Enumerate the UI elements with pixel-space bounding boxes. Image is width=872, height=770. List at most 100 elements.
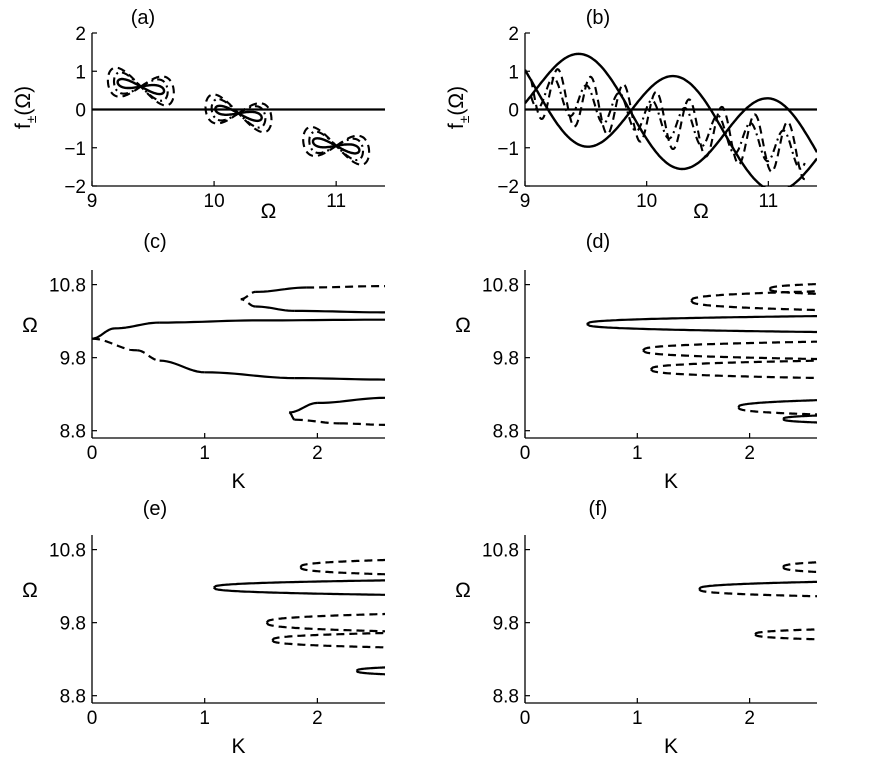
panel-title-a: (a) [131, 7, 155, 29]
curve-a-6 [204, 93, 273, 134]
branch-c-4 [317, 396, 385, 404]
branch-f-3-upper [754, 628, 817, 635]
y-tick-label-e: 10.8 [49, 541, 86, 562]
x-tick-label-e: 1 [199, 708, 210, 729]
branch-c-4 [339, 422, 385, 426]
x-axis-label-a: Ω [261, 200, 277, 223]
branch-f-2-upper [782, 561, 817, 568]
x-tick-label-a: 10 [204, 191, 225, 212]
panel-e: (e) 8.8 9.8 10.8 0 1 2 K Ω [22, 498, 385, 758]
branch-c-3 [255, 286, 307, 293]
x-tick-label-f: 0 [520, 708, 531, 729]
x-tick-label-d: 0 [520, 443, 531, 464]
branch-c-2 [92, 337, 138, 352]
branch-e-4-lower [271, 639, 385, 649]
curve-b-4 [530, 76, 806, 170]
branch-d-5-upper [737, 399, 817, 408]
panel-d: (d) 8.8 9.8 10.8 0 1 2 K Ω [455, 231, 817, 493]
branch-d-4-lower [650, 368, 817, 380]
x-axis-label-b: Ω [693, 200, 709, 223]
plot-area-d [586, 283, 817, 424]
x-tick-label-e: 0 [87, 708, 98, 729]
branch-c-2 [159, 359, 205, 374]
branch-c-2 [204, 371, 295, 380]
branch-e-3-lower [265, 621, 385, 633]
y-tick-label-f: 8.8 [493, 687, 519, 708]
branch-e-1-upper [213, 579, 385, 589]
branch-d-7-upper [782, 414, 817, 420]
y-tick-label-b: 0 [508, 101, 519, 122]
branch-c-4 [289, 401, 318, 414]
x-axis-label-f: K [664, 735, 678, 758]
x-tick-label-c: 2 [312, 443, 323, 464]
panel-title-b: (b) [586, 7, 610, 29]
panel-title-e: (e) [143, 498, 167, 520]
branch-d-3-lower [642, 349, 817, 361]
y-tick-label-a: 2 [75, 24, 86, 45]
branch-c-2 [136, 349, 160, 362]
x-tick-label-d: 2 [744, 443, 755, 464]
y-tick-label-a: 0 [75, 101, 86, 122]
y-tick-label-e: 8.8 [60, 687, 86, 708]
branch-c-3 [255, 305, 295, 312]
plot-area-f [698, 561, 817, 641]
y-tick-label-b: 2 [508, 24, 519, 45]
branch-f-1-upper [698, 580, 817, 590]
y-axis-label-b: f±(Ω) [445, 86, 472, 129]
branch-e-4-upper [271, 631, 385, 641]
x-tick-label-b: 9 [520, 191, 531, 212]
panel-title-d: (d) [586, 231, 610, 253]
branch-e-2-upper [299, 558, 385, 568]
y-axis-label-e: Ω [22, 579, 38, 602]
x-tick-label-f: 2 [744, 708, 755, 729]
branch-d-1-lower [586, 323, 817, 334]
panel-f: (f) 8.8 9.8 10.8 0 1 2 K Ω [455, 498, 817, 758]
branch-d-5-lower [737, 406, 817, 416]
y-tick-label-e: 9.8 [60, 614, 86, 635]
x-tick-label-a: 9 [87, 191, 98, 212]
branch-e-3-upper [265, 612, 385, 624]
x-axis-label-c: K [231, 470, 245, 493]
branch-c-3 [240, 290, 256, 301]
x-tick-label-a: 11 [326, 191, 346, 212]
branch-c-3 [306, 285, 385, 289]
branch-d-2-lower [690, 299, 817, 312]
y-axis-label-d: Ω [455, 314, 471, 337]
branch-d-6-upper [768, 283, 817, 290]
panel-title-f: (f) [589, 498, 608, 520]
y-tick-label-d: 8.8 [493, 422, 519, 443]
branch-c-1 [114, 321, 160, 330]
y-tick-label-c: 9.8 [60, 349, 86, 370]
y-tick-label-c: 8.8 [60, 422, 86, 443]
branch-d-3-upper [642, 340, 817, 352]
x-axis-label-e: K [231, 735, 245, 758]
panel-c: (c) 8.8 9.8 10.8 0 1 2 K Ω [22, 231, 385, 493]
branch-f-1-lower [698, 588, 817, 598]
x-tick-label-c: 0 [87, 443, 98, 464]
y-tick-label-f: 10.8 [482, 541, 519, 562]
y-tick-label-a: −1 [64, 139, 86, 160]
panel-a: (a) −2 −1 0 1 2 9 10 11 Ωf±(Ω) [12, 7, 385, 223]
y-tick-label-a: 1 [75, 62, 86, 83]
y-tick-label-b: 1 [508, 62, 519, 83]
branch-c-1 [92, 327, 115, 340]
curve-a-3 [106, 66, 175, 107]
y-axis-label-f: Ω [455, 579, 471, 602]
y-tick-label-f: 9.8 [493, 614, 519, 635]
x-axis-label-d: K [664, 470, 678, 493]
branch-e-2-lower [299, 566, 385, 576]
branch-c-4 [294, 418, 340, 425]
branch-e-5-lower [355, 670, 385, 676]
plot-area-a [92, 66, 385, 166]
branch-c-4 [288, 411, 296, 421]
branch-d-6-lower [768, 288, 817, 295]
panel-title-c: (c) [143, 231, 166, 253]
curve-b-1 [525, 69, 817, 187]
branch-d-4-upper [650, 359, 817, 371]
y-tick-label-a: −2 [64, 177, 86, 198]
branch-d-2-upper [690, 290, 817, 302]
branch-f-2-lower [782, 566, 817, 574]
y-axis-label-a: f±(Ω) [12, 86, 39, 129]
curve-b-2 [525, 52, 817, 171]
